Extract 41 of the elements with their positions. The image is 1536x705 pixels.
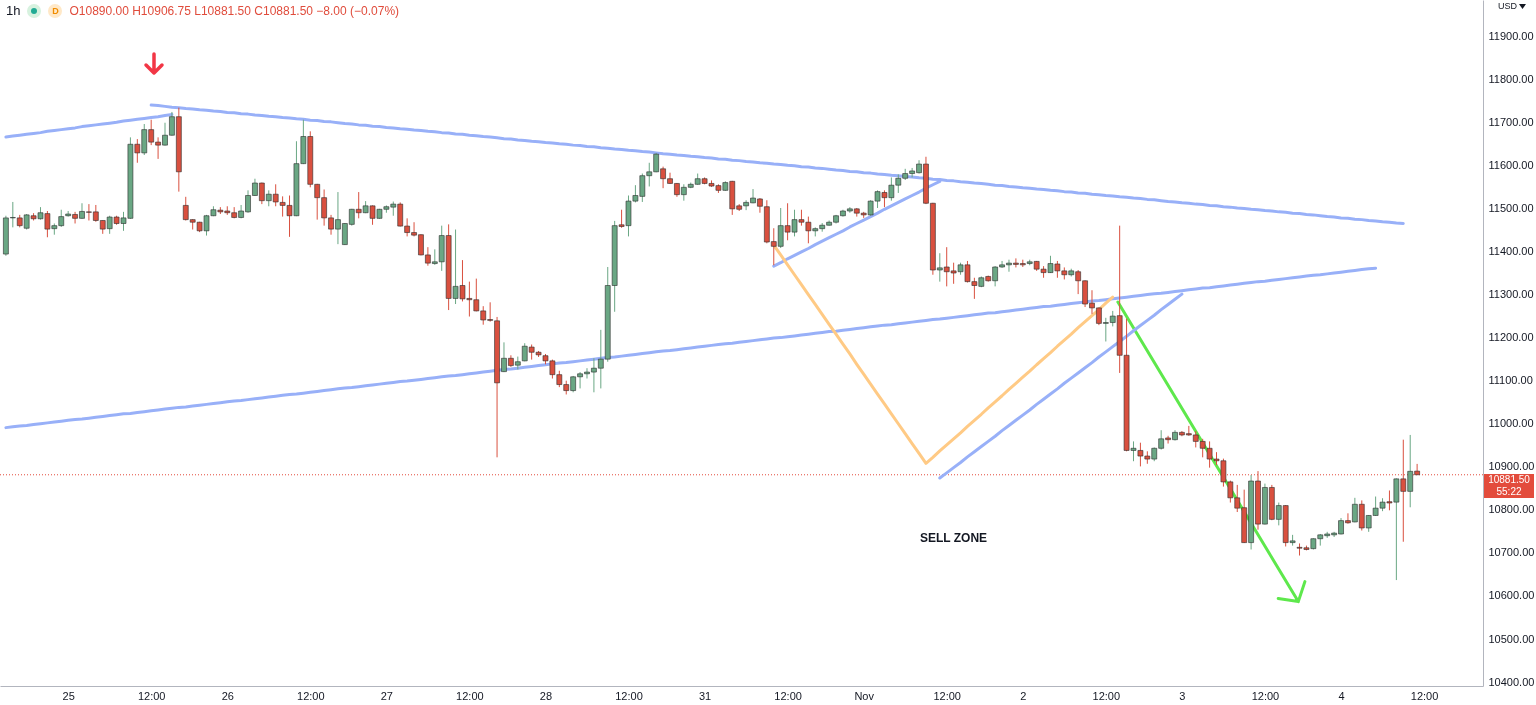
y-tick-label: 10700.00: [1488, 546, 1535, 559]
text: 55:22: [1495, 485, 1523, 498]
x-tick-label: 27: [380, 689, 393, 702]
x-tick-label: 12:00: [137, 689, 166, 702]
y-tick-label: 10800.00: [1488, 503, 1535, 516]
x-tick-label: 26: [221, 689, 234, 702]
x-tick-label: 4: [1338, 689, 1345, 702]
x-tick-label: 12:00: [1251, 689, 1280, 702]
x-tick-label: 12:00: [297, 689, 325, 702]
y-tick-label: 11500.00: [1488, 201, 1534, 214]
y-tick-label: 10500.00: [1488, 632, 1535, 645]
x-tick-label: 31: [698, 689, 712, 702]
y-tick-label: 10900.00: [1488, 460, 1535, 473]
x-tick-label: Nov: [854, 689, 875, 702]
x-tick-label: 28: [539, 689, 553, 702]
y-tick-label: 10600.00: [1488, 589, 1535, 602]
y-tick-label: 11400.00: [1488, 244, 1534, 257]
chart-title: 1h: [6, 3, 21, 18]
y-tick-label: 11100.00: [1488, 374, 1533, 387]
x-tick-label: 12:00: [615, 689, 643, 702]
chart-subtitle: O10890.00 H10906.75 L10881.50 C10881.50 −8.00 (−0.07%): [69, 3, 400, 18]
x-tick-label: 12:00: [774, 689, 802, 702]
y-tick-label: 11800.00: [1488, 72, 1534, 85]
y-tick-label: 11700.00: [1488, 115, 1534, 128]
x-tick-label: 2: [1020, 689, 1027, 702]
y-tick-label: 11600.00: [1488, 158, 1534, 171]
y-tick-label: 11200.00: [1488, 331, 1534, 344]
y-tick-label: 11900.00: [1488, 29, 1534, 42]
text: USD: [1497, 1, 1517, 11]
x-tick-label: 12:00: [1410, 689, 1439, 702]
annotation: SELL ZONE: [920, 531, 988, 545]
x-tick-label: 25: [62, 689, 75, 702]
ref-line-label: 10881.50: [1487, 473, 1531, 486]
y-tick-label: 10400.00: [1488, 675, 1535, 688]
y-tick-label: 11000.00: [1488, 417, 1534, 430]
x-tick-label: 12:00: [456, 689, 484, 702]
x-tick-label: 12:00: [1092, 689, 1121, 702]
y-tick-label: 11300.00: [1488, 288, 1534, 301]
x-tick-label: 3: [1179, 689, 1186, 702]
letter-badge: D: [48, 3, 63, 18]
x-tick-label: 12:00: [933, 689, 961, 702]
